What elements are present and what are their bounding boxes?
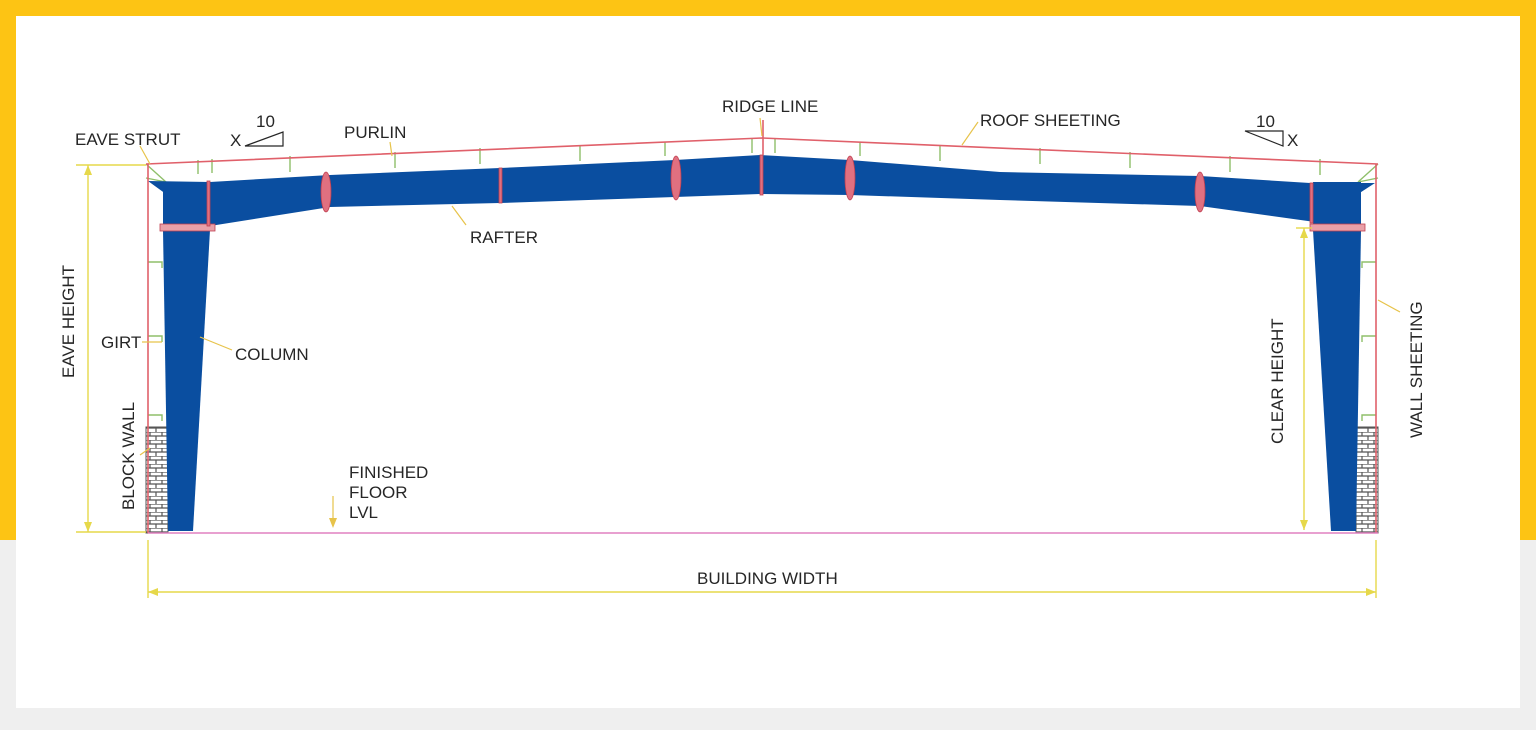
dimension-lines (76, 164, 1377, 598)
slope-left-run: 10 (256, 112, 275, 131)
purlin-label: PURLIN (344, 123, 406, 142)
finished-floor-label-3: LVL (349, 503, 378, 522)
slope-right-run: 10 (1256, 112, 1275, 131)
leader-lines (139, 117, 1401, 526)
column-right (1313, 182, 1361, 531)
roof-sheeting-label: ROOF SHEETING (980, 111, 1121, 130)
slope-left-rise: X (230, 131, 241, 150)
girt-label: GIRT (101, 333, 141, 352)
block-wall-right (1355, 426, 1379, 534)
building-width-label: BUILDING WIDTH (697, 569, 838, 588)
finished-floor-label-1: FINISHED (349, 463, 428, 482)
purlins (197, 139, 1321, 175)
eave-strut-label: EAVE STRUT (75, 130, 180, 149)
column-label: COLUMN (235, 345, 309, 364)
slope-indicators (244, 130, 1284, 147)
girts (148, 261, 1376, 421)
rafter-splices (206, 154, 1314, 227)
floor-arrow (329, 518, 337, 528)
clear-height-label: CLEAR HEIGHT (1268, 318, 1287, 444)
block-wall-left (145, 426, 169, 534)
block-wall-label: BLOCK WALL (119, 402, 138, 510)
wall-sheeting-label: WALL SHEETING (1407, 301, 1426, 438)
sheeting (145, 137, 1379, 533)
ridge-line-label: RIDGE LINE (722, 97, 818, 116)
slope-right-rise: X (1287, 131, 1298, 150)
finished-floor-label-2: FLOOR (349, 483, 408, 502)
rafter-label: RAFTER (470, 228, 538, 247)
column-left (163, 182, 210, 531)
haunch-plates (159, 223, 1366, 232)
eave-height-label: EAVE HEIGHT (59, 265, 78, 378)
